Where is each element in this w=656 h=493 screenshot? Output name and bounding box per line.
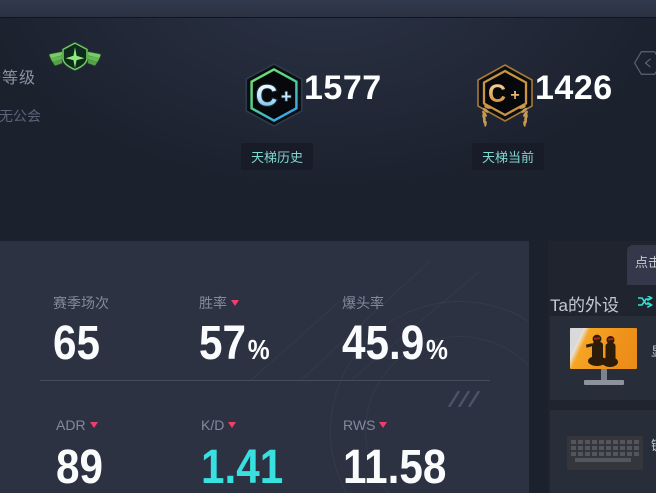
svg-text:C: C <box>256 80 278 113</box>
svg-text:+: + <box>510 87 519 104</box>
svg-text:+: + <box>281 86 292 106</box>
svg-text:C: C <box>488 80 506 108</box>
